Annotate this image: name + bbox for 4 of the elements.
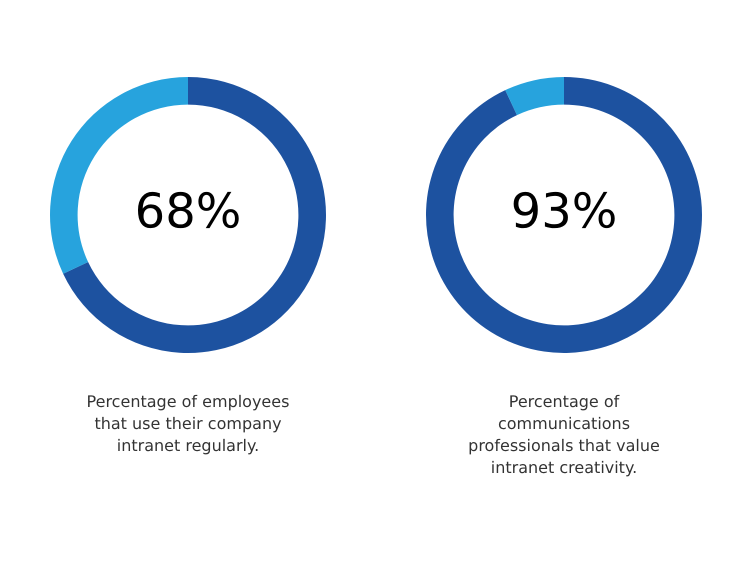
text: Percentage of employees that use their company intranet regularly. [86, 391, 290, 457]
text: 93% [510, 183, 618, 240]
text: 68% [134, 183, 242, 240]
text: Percentage of communications professionals that value intranet creativity. [467, 391, 661, 479]
